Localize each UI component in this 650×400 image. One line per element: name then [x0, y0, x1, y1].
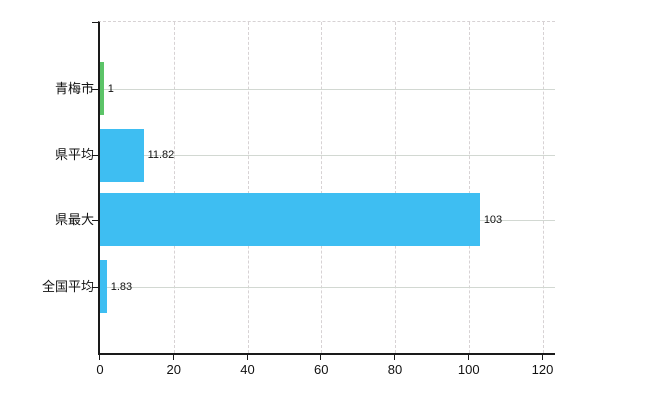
plot-area: 0 20 40 60 80 100 120 青梅市 1 県平均 11.82 県最大 103 全国平均 1.8…: [42, 21, 555, 377]
y-tick: [92, 155, 98, 156]
value-label: 1: [107, 82, 114, 95]
gridline-horizontal: [100, 286, 555, 288]
x-tick: [320, 353, 322, 360]
category-label: 青梅市: [54, 80, 94, 96]
gridline-horizontal: [100, 88, 555, 90]
x-tick-label: 0: [96, 362, 104, 377]
gridline-vertical: [247, 22, 249, 353]
x-tick: [99, 353, 100, 360]
value-label: 103: [483, 213, 503, 226]
y-tick: [92, 219, 98, 221]
value-label: 11.82: [147, 149, 175, 161]
x-tick-label: 120: [531, 362, 554, 377]
gridline-vertical: [173, 22, 175, 353]
x-tick: [246, 353, 248, 360]
x-tick-label: 20: [166, 362, 181, 377]
bar: [100, 260, 107, 313]
category-label: 全国平均: [41, 278, 94, 294]
bar: [100, 193, 480, 246]
x-tick-label: 100: [457, 362, 480, 377]
x-tick: [172, 353, 174, 360]
bar: [100, 128, 144, 182]
y-tick: [92, 22, 98, 23]
x-tick: [394, 353, 395, 360]
value-label: 1.83: [110, 280, 133, 293]
gridline-vertical: [542, 22, 544, 353]
gridline-horizontal: [100, 155, 555, 156]
x-tick-label: 60: [314, 362, 329, 377]
gridline-vertical: [395, 22, 396, 353]
category-label: 県最大: [54, 211, 94, 227]
x-tick: [467, 353, 469, 360]
category-label: 県平均: [54, 147, 94, 162]
gridline-vertical: [321, 22, 323, 353]
y-tick: [92, 88, 98, 90]
y-tick: [92, 286, 98, 288]
bar: [100, 62, 104, 115]
x-tick-label: 40: [240, 362, 255, 377]
gridline-vertical: [468, 22, 470, 353]
x-tick-label: 80: [387, 362, 403, 377]
x-tick: [541, 353, 543, 360]
